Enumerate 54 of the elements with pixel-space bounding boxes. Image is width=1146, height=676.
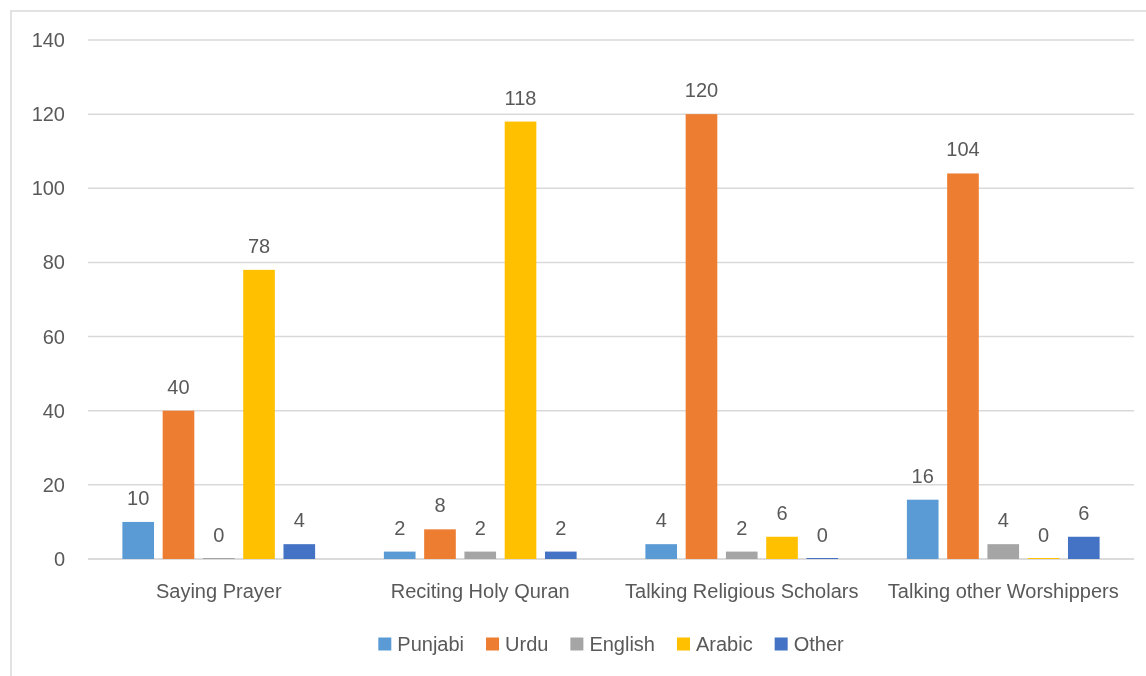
bar [162, 410, 195, 559]
y-tick-label: 100 [31, 177, 65, 200]
bar [383, 551, 416, 559]
data-label: 0 [816, 524, 828, 546]
bar [1067, 536, 1100, 559]
data-label: 2 [474, 516, 486, 539]
data-label: 6 [1078, 501, 1090, 524]
data-label: 2 [394, 516, 406, 539]
bar [424, 529, 456, 559]
bar [906, 499, 939, 559]
bar [243, 269, 275, 559]
data-label: 16 [911, 464, 934, 487]
bar [504, 121, 537, 559]
bar [947, 173, 979, 559]
legend-label: Punjabi [397, 633, 465, 655]
data-label: 118 [504, 86, 537, 109]
data-label: 10 [127, 486, 150, 509]
bar [987, 544, 1020, 559]
data-label: 8 [434, 494, 446, 517]
data-label: 0 [213, 524, 225, 546]
data-label: 120 [684, 79, 719, 102]
data-label: 0 [1037, 524, 1050, 546]
bar [645, 544, 678, 559]
x-tick-label: Talking other Worshippers [887, 580, 1119, 602]
data-label: 6 [776, 501, 788, 524]
bar [766, 536, 798, 559]
data-label: 2 [555, 516, 567, 539]
data-label: 2 [736, 516, 748, 539]
data-label: 78 [247, 234, 271, 257]
data-label: 4 [997, 509, 1009, 532]
legend-label: Arabic [695, 633, 753, 655]
data-label: 104 [946, 138, 980, 161]
x-tick-label: Reciting Holy Quran [390, 580, 570, 602]
y-tick-label: 40 [42, 399, 65, 422]
y-tick-label: 80 [42, 251, 65, 274]
legend-label: English [589, 633, 655, 655]
y-tick-label: 0 [53, 548, 65, 570]
bar [685, 114, 718, 559]
bar [464, 551, 497, 559]
legend-label: Other [793, 633, 845, 655]
y-tick-label: 140 [31, 29, 65, 51]
x-tick-label: Saying Prayer [155, 580, 282, 602]
data-label: 40 [167, 375, 190, 398]
bar [725, 551, 758, 559]
y-tick-label: 60 [42, 325, 65, 348]
bar [122, 521, 155, 559]
data-label: 4 [655, 509, 667, 532]
y-tick-label: 120 [31, 103, 65, 126]
bar [283, 544, 316, 559]
x-tick-label: Talking Religious Scholars [625, 580, 859, 602]
bar [544, 551, 577, 559]
legend-label: Urdu [505, 633, 549, 655]
y-tick-label: 20 [42, 473, 65, 496]
data-label: 4 [293, 509, 305, 532]
